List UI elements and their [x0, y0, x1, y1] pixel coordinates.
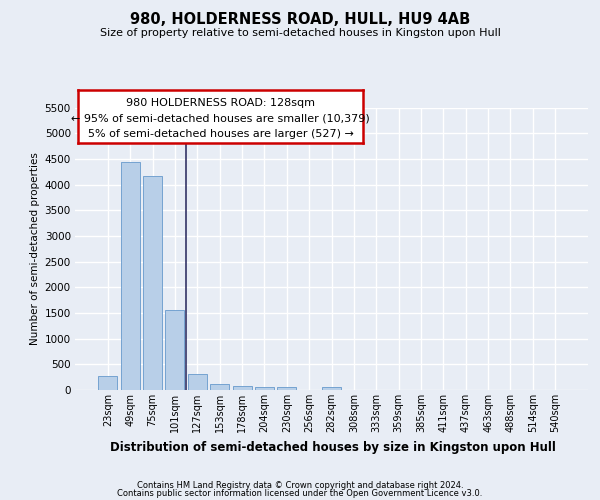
- Bar: [98, 376, 118, 390]
- Text: ← 95% of semi-detached houses are smaller (10,379): ← 95% of semi-detached houses are smalle…: [71, 114, 370, 124]
- Bar: [143, 176, 162, 390]
- Bar: [188, 374, 207, 390]
- Text: Contains public sector information licensed under the Open Government Licence v3: Contains public sector information licen…: [118, 490, 482, 498]
- Bar: [322, 387, 341, 390]
- Text: 980 HOLDERNESS ROAD: 128sqm: 980 HOLDERNESS ROAD: 128sqm: [126, 98, 315, 108]
- Bar: [233, 386, 251, 390]
- Text: Distribution of semi-detached houses by size in Kingston upon Hull: Distribution of semi-detached houses by …: [110, 441, 556, 454]
- Text: Contains HM Land Registry data © Crown copyright and database right 2024.: Contains HM Land Registry data © Crown c…: [137, 480, 463, 490]
- Y-axis label: Number of semi-detached properties: Number of semi-detached properties: [31, 152, 40, 345]
- Text: 5% of semi-detached houses are larger (527) →: 5% of semi-detached houses are larger (5…: [88, 129, 353, 139]
- Bar: [255, 386, 274, 390]
- Bar: [121, 162, 140, 390]
- Bar: [210, 384, 229, 390]
- Bar: [166, 310, 184, 390]
- Text: Size of property relative to semi-detached houses in Kingston upon Hull: Size of property relative to semi-detach…: [100, 28, 500, 38]
- Text: 980, HOLDERNESS ROAD, HULL, HU9 4AB: 980, HOLDERNESS ROAD, HULL, HU9 4AB: [130, 12, 470, 28]
- Bar: [277, 387, 296, 390]
